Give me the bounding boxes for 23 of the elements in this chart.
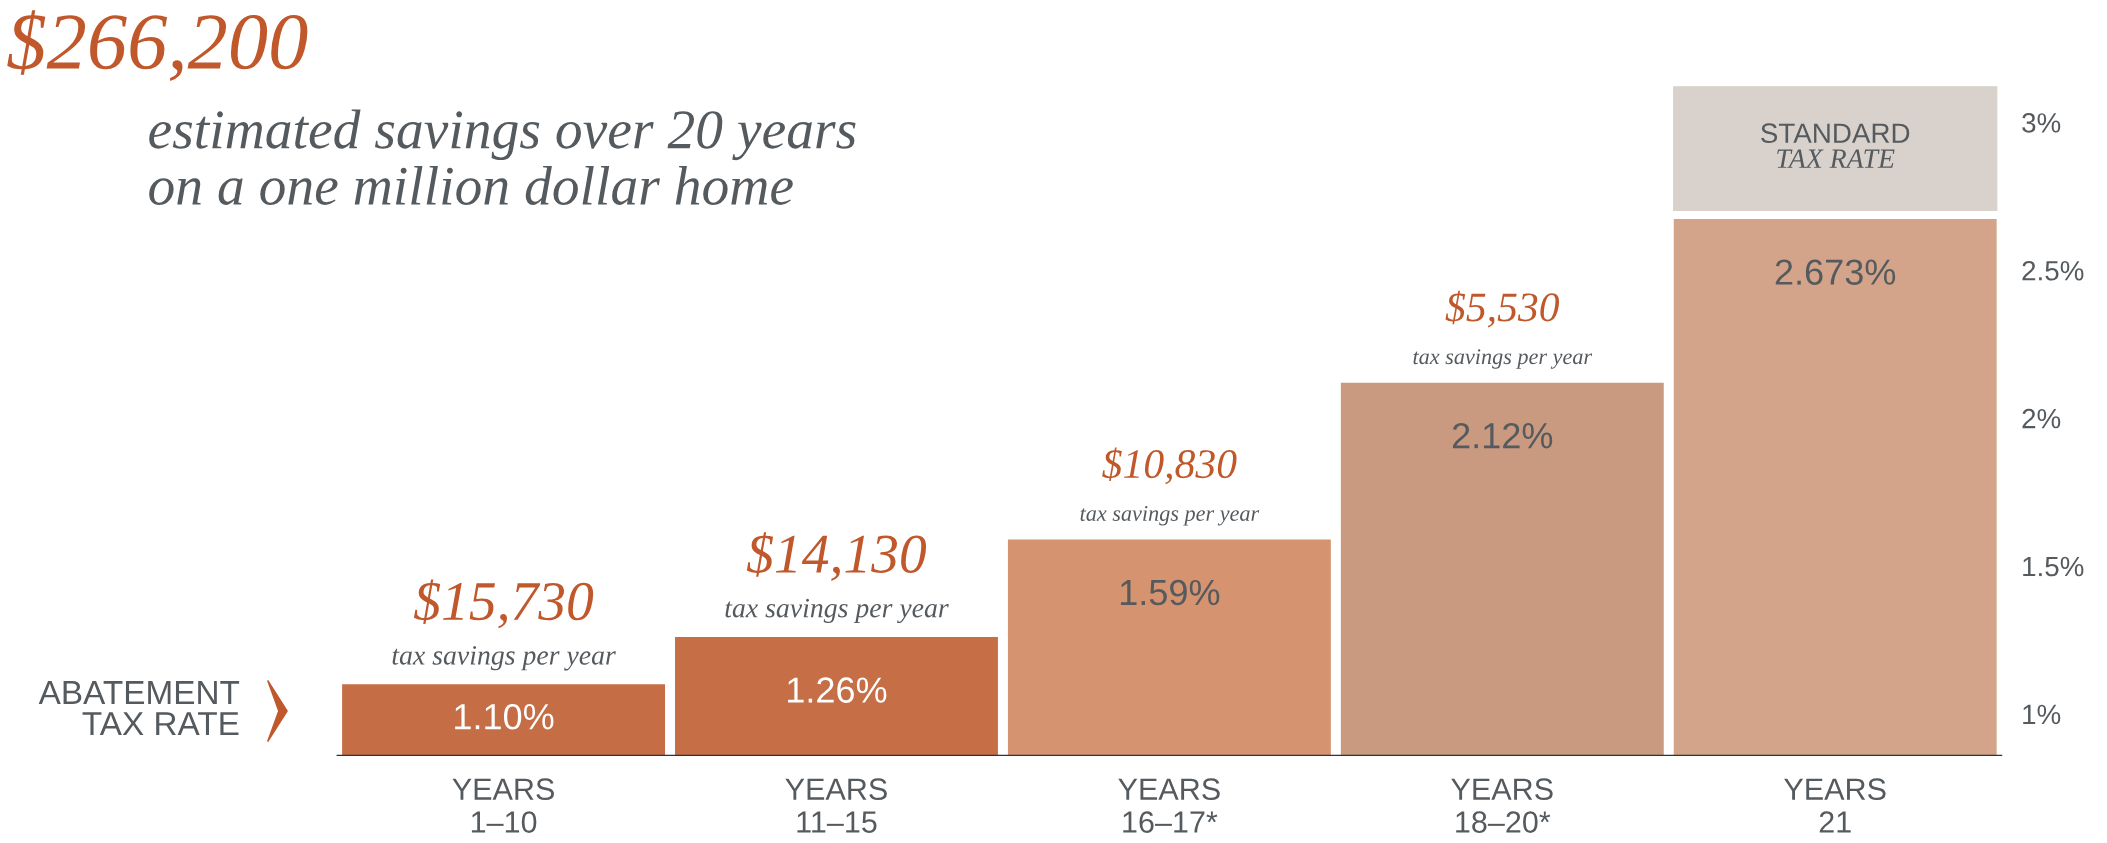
data-label: 1.10% [455,703,554,730]
annotation: STANDARD TAX RATE [1761,123,1910,168]
annotation: $14,130 tax savings per year [725,532,949,624]
text: estimated savings over 20 years on a one million dollar home [149,109,856,206]
x-tick-label: YEARS 18–20* [1451,778,1553,833]
annotation: $15,730 tax savings per year [392,579,616,671]
data-label: 2.673% [1775,259,1896,285]
y-tick-label: 1% [2023,704,2061,725]
annotation: $10,830 tax savings per year [1080,447,1260,526]
x-tick-label: YEARS 21 [1784,778,1886,833]
text: ABATEMENT TAX RATE [38,681,240,736]
data-label: 1.59% [1120,579,1220,606]
y-tick-label: 1.5% [2023,556,2084,577]
y-tick-label: 2% [2022,408,2061,429]
y-tick-label: 3% [2022,113,2061,133]
y-tick-label: 2.5% [2022,260,2084,281]
x-tick-label: YEARS 16–17* [1118,778,1220,833]
x-tick-label: YEARS 11–15 [785,778,887,833]
annotation: $5,530 tax savings per year [1413,290,1593,369]
chart-title: $266,200 [7,10,308,81]
x-tick-label: YEARS 1–10 [452,778,554,833]
data-label: 1.26% [788,677,887,703]
data-label: 2.12% [1452,422,1553,449]
